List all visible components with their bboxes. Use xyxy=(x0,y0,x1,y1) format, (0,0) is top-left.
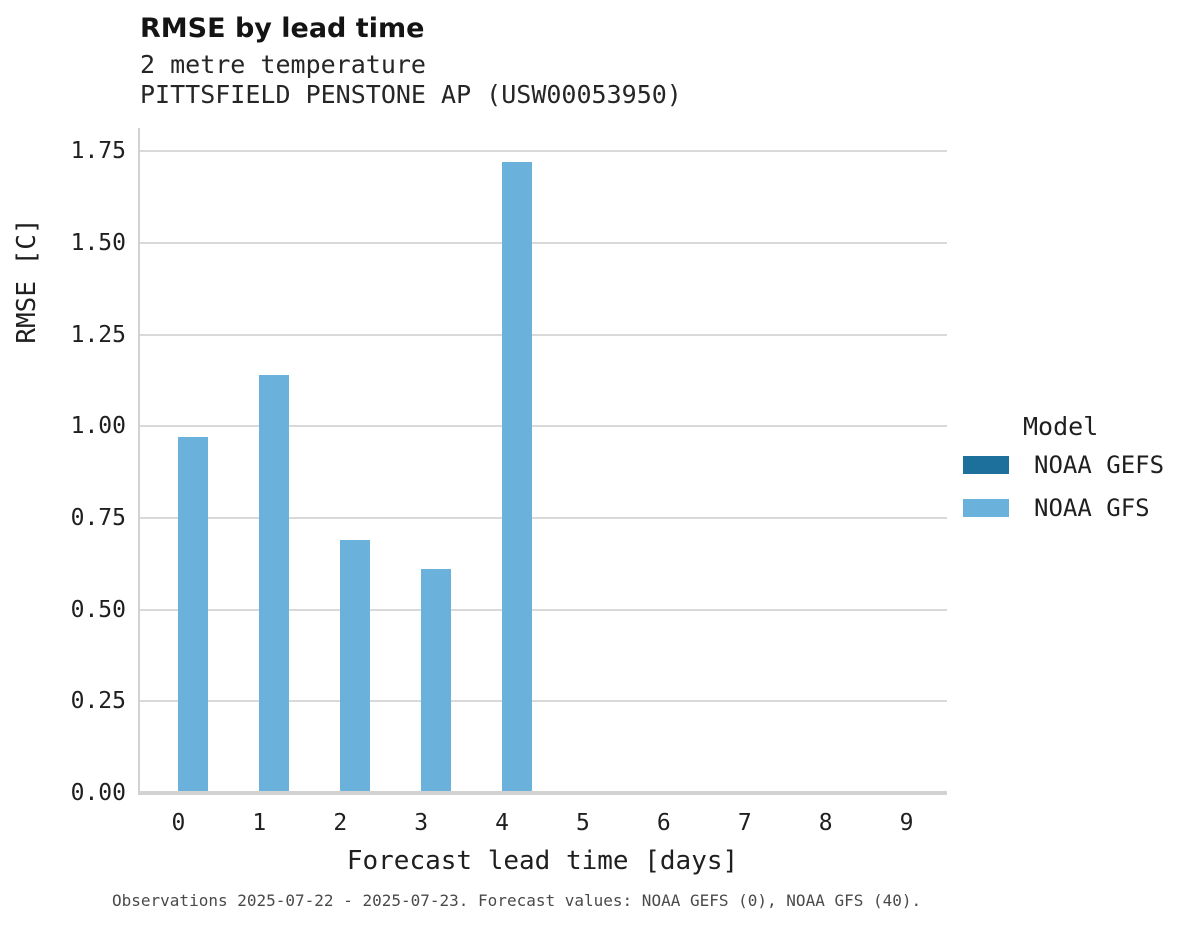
bar-noaa-gfs-lead-3 xyxy=(421,569,452,793)
x-axis-tick-label: 0 xyxy=(171,810,186,836)
y-axis-tick-label: 0.50 xyxy=(70,596,126,623)
legend-item: NOAA GFS xyxy=(963,494,1164,522)
x-axis-tick-label: 2 xyxy=(333,810,348,836)
y-axis-tick-label: 1.00 xyxy=(70,413,126,440)
legend: Model NOAA GEFS NOAA GFS xyxy=(963,412,1164,537)
gridline xyxy=(139,700,947,703)
gridline xyxy=(139,608,947,611)
legend-title: Model xyxy=(1023,412,1099,441)
x-axis-tick-label: 6 xyxy=(656,810,671,836)
gridline xyxy=(139,425,947,428)
legend-items: NOAA GEFS NOAA GFS xyxy=(963,451,1164,522)
y-axis-tick-label: 1.25 xyxy=(70,321,126,348)
legend-label: NOAA GEFS xyxy=(1034,451,1165,479)
y-axis-line xyxy=(138,128,140,793)
chart-subtitle: 2 metre temperature PITTSFIELD PENSTONE … xyxy=(140,50,682,110)
y-axis-tick-label: 1.75 xyxy=(70,138,126,165)
bar-noaa-gfs-lead-4 xyxy=(502,162,533,793)
y-axis-tick-label: 0.00 xyxy=(70,780,126,806)
y-axis-title: RMSE [C] xyxy=(12,217,42,344)
x-axis-tick-label: 5 xyxy=(576,810,590,836)
x-axis-tick-label: 9 xyxy=(899,810,914,836)
bar-noaa-gfs-lead-1 xyxy=(259,374,290,793)
chart-subtitle-line2: PITTSFIELD PENSTONE AP (USW00053950) xyxy=(140,80,682,109)
legend-swatch-noaa-gefs xyxy=(963,456,1009,474)
chart-subtitle-line1: 2 metre temperature xyxy=(140,50,426,79)
x-axis-tick-label: 4 xyxy=(495,810,509,836)
bar-noaa-gfs-lead-2 xyxy=(340,539,371,793)
gridline xyxy=(139,516,947,519)
legend-item: NOAA GEFS xyxy=(963,451,1164,479)
x-axis-tick-label: 1 xyxy=(252,810,267,836)
y-axis-tick-label: 0.75 xyxy=(70,504,126,531)
chart-title: RMSE by lead time xyxy=(140,13,425,44)
bar-noaa-gfs-lead-0 xyxy=(178,437,209,793)
caption: Observations 2025-07-22 - 2025-07-23. Fo… xyxy=(112,891,922,910)
legend-swatch-noaa-gfs xyxy=(963,499,1009,517)
x-axis-tick-label: 7 xyxy=(737,810,752,836)
gridline xyxy=(139,241,947,244)
y-axis-tick-label: 0.25 xyxy=(70,688,126,715)
legend-label: NOAA GFS xyxy=(1034,494,1150,522)
gridline xyxy=(139,150,947,153)
gridline xyxy=(139,333,947,336)
x-axis-tick-label: 8 xyxy=(818,810,833,836)
y-axis-tick-label: 1.50 xyxy=(70,229,126,256)
x-axis-tick-label: 3 xyxy=(414,810,429,836)
x-axis-title: Forecast lead time [days] xyxy=(346,846,739,876)
x-axis-line xyxy=(138,791,947,795)
